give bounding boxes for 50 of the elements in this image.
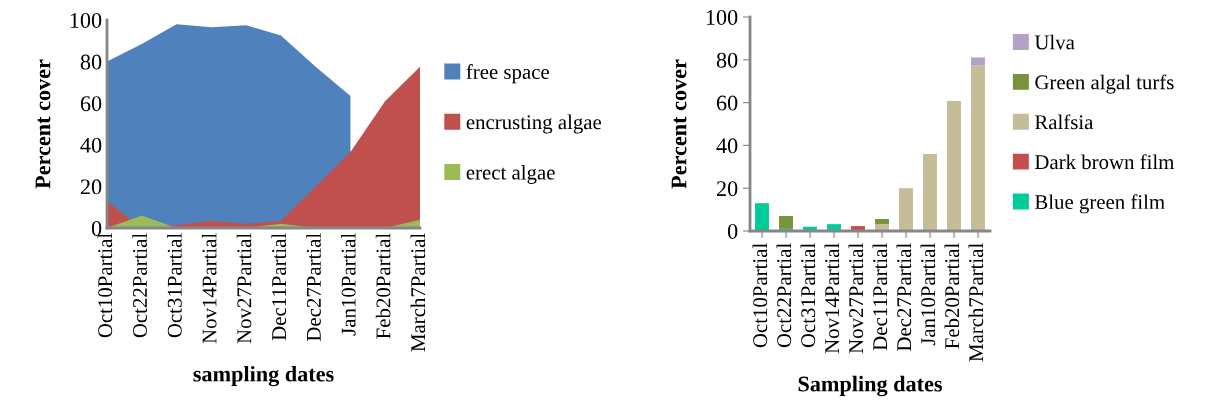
x-tick-label: Dec11Partial [872, 243, 888, 351]
x-tick-label: Oct22Partial [132, 233, 147, 338]
bar [971, 57, 985, 66]
y-tick-label: 20 [80, 179, 102, 195]
y-tick-label: 100 [70, 12, 102, 28]
x-tick-label: Dec27Partial [306, 233, 321, 342]
x-tick-label: Jan10Partial [920, 243, 936, 346]
y-tick-label: 20 [716, 181, 738, 197]
x-tick-label: Oct10Partial [752, 243, 768, 348]
x-tick-label: Dec11Partial [271, 233, 287, 341]
x-tick-label: Oct31Partial [167, 233, 182, 338]
x-tick-label: Oct31Partial [800, 243, 816, 348]
bar [755, 203, 769, 231]
bar [779, 216, 793, 229]
x-tick-label: Dec27Partial [896, 243, 912, 351]
y-tick-label: 80 [716, 52, 738, 68]
y-tick-label: 80 [80, 54, 102, 70]
bar [947, 101, 961, 231]
legend-label: free space [466, 64, 549, 84]
y-tick-label: 100 [706, 9, 738, 25]
legend-label: Green algal turfs [1035, 74, 1174, 94]
x-tick-label: Nov27Partial [236, 233, 252, 344]
y-tick-label: 40 [716, 138, 738, 154]
legend-label: Ulva [1034, 34, 1075, 50]
y-axis-title: Percent cover [671, 59, 687, 189]
x-tick-label: March7Partial [410, 233, 426, 352]
x-tick-label: Feb20Partial [375, 233, 391, 339]
legend-label: Dark brown film [1034, 154, 1175, 170]
x-axis-title: Sampling dates [798, 375, 943, 397]
x-axis-title: sampling dates [193, 365, 334, 387]
y-axis-title: Percent cover [35, 59, 51, 189]
x-tick-label: Nov14Partial [201, 233, 217, 344]
x-tick-label: Oct22Partial [776, 243, 792, 348]
y-tick-label: 0 [727, 223, 738, 239]
y-tick-label: 60 [80, 96, 102, 112]
x-tick-label: March7Partial [968, 243, 984, 362]
bar [899, 188, 913, 231]
bar [971, 65, 985, 231]
x-tick-label: Feb20Partial [944, 243, 960, 349]
bar [923, 153, 937, 231]
legend-label: Ralfsia [1034, 114, 1094, 130]
y-tick-label: 60 [716, 95, 738, 111]
legend-label: encrusting algae [466, 114, 602, 134]
legend-label: erect algae [466, 164, 555, 184]
legend-label: Blue green film [1034, 194, 1165, 214]
x-tick-label: Nov14Partial [824, 243, 840, 354]
x-tick-label: Nov27Partial [848, 243, 864, 354]
y-tick-label: 40 [80, 137, 102, 153]
bar [875, 219, 889, 225]
x-tick-label: Jan10Partial [341, 233, 356, 336]
